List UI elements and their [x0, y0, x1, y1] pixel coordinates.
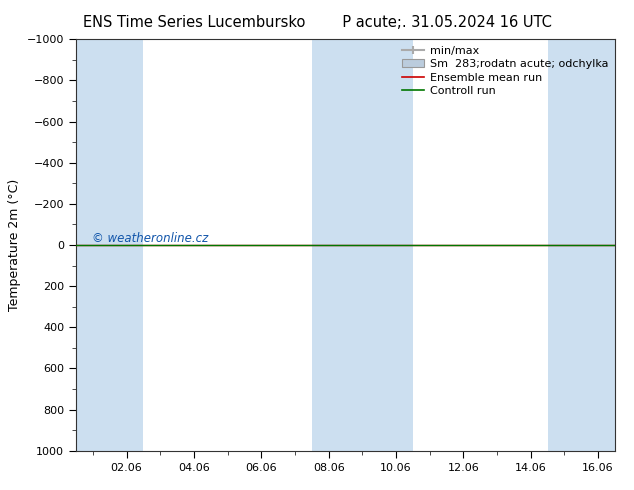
Bar — [312, 39, 413, 451]
Y-axis label: Temperature 2m (°C): Temperature 2m (°C) — [8, 179, 22, 311]
Text: © weatheronline.cz: © weatheronline.cz — [93, 232, 209, 245]
Bar — [548, 39, 615, 451]
Text: ENS Time Series Lucembursko        P acute;. 31.05.2024 16 UTC: ENS Time Series Lucembursko P acute;. 31… — [82, 15, 552, 30]
Bar — [76, 39, 143, 451]
Legend: min/max, Sm  283;rodatn acute; odchylka, Ensemble mean run, Controll run: min/max, Sm 283;rodatn acute; odchylka, … — [398, 42, 612, 100]
